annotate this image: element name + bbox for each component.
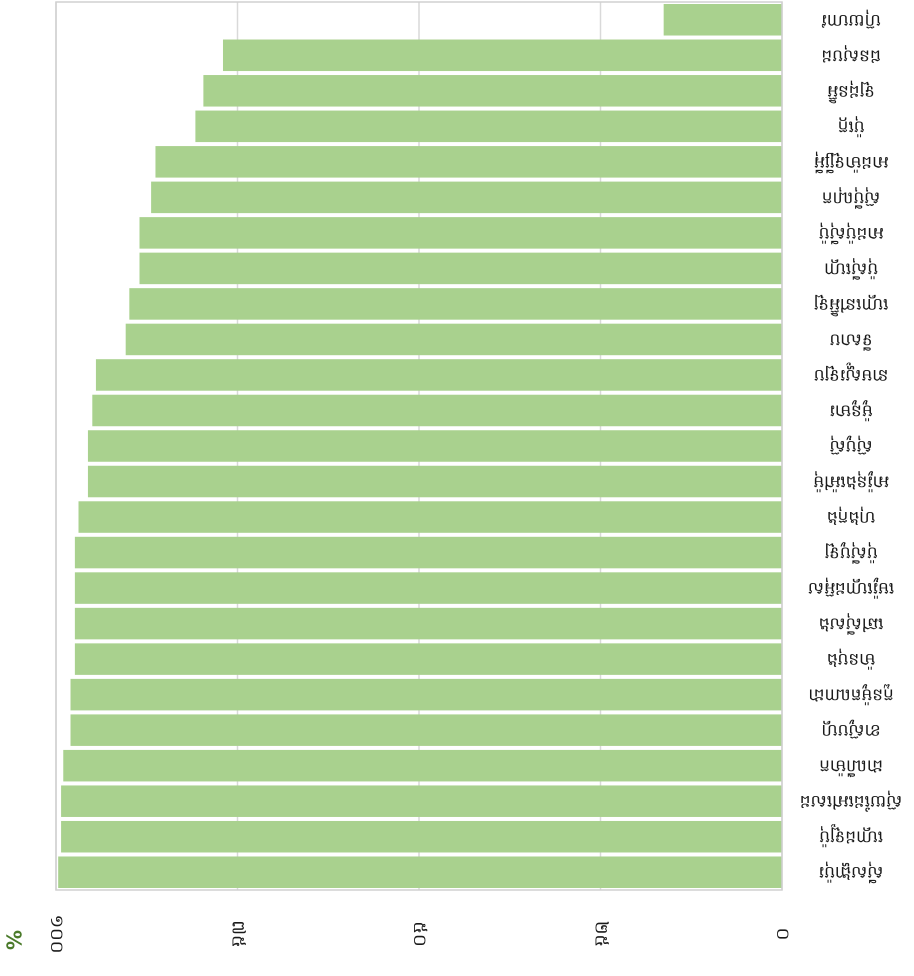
axis-unit-label: % — [2, 930, 26, 950]
category-label-15: ទីសាប — [829, 329, 872, 351]
bar-20 — [155, 146, 782, 178]
category-label-7: ឆៅស៊ីសង — [819, 613, 884, 636]
bar-11 — [87, 465, 783, 498]
category-label-16: ហ្គោនៅអ៊ិឡ — [814, 294, 889, 317]
bar-3 — [63, 749, 782, 782]
tick-label-3: ៧៥ — [228, 920, 249, 948]
category-label-17: ប៉ុស៊ីហ្គោ — [824, 257, 878, 280]
category-label-19: ស៊ុប៉ីណុក — [822, 186, 881, 209]
bar-10 — [78, 501, 783, 533]
bar-9 — [74, 536, 783, 569]
category-label-1: ហ្គោដឡូប៉ុ — [819, 824, 883, 848]
tick-label-0: ០ — [772, 928, 793, 941]
category-label-0: ស៊ីសង្ហាប៉ុរ — [819, 861, 884, 884]
bar-1 — [61, 820, 782, 853]
category-label-4: ខាស៊ូបហ្គ — [821, 719, 880, 740]
plot-frame — [55, 1, 783, 891]
category-label-23: ជនសុបដ — [821, 44, 880, 65]
bar-0 — [58, 856, 783, 888]
bar-21 — [195, 110, 783, 143]
category-label-10: ហុងកុង — [827, 506, 876, 527]
bar-12 — [87, 430, 783, 462]
tick-label-1: ២៥ — [591, 921, 612, 947]
bar-2 — [61, 785, 782, 817]
category-label-20: អាដម៉ាឡ្សីអ៉ី — [814, 151, 888, 174]
bars-group — [58, 4, 783, 888]
bar-24 — [663, 4, 782, 36]
bar-18 — [139, 217, 783, 249]
category-label-13: ម៉ូនូមារ — [829, 399, 872, 421]
category-label-22: ឡដុនអ៊ិ — [827, 80, 875, 104]
tick-label-4: ១០០ — [46, 914, 67, 953]
bar-23 — [222, 39, 783, 72]
bar-16 — [129, 288, 783, 320]
bar-15 — [125, 323, 783, 356]
bar-17 — [139, 252, 783, 285]
category-label-2: ស៊ុយដែអៅសេដ — [800, 790, 903, 812]
bar-8 — [74, 572, 783, 604]
bar-22 — [203, 75, 783, 107]
category-label-6: ម៉ានបុង — [827, 648, 876, 670]
bar-19 — [151, 181, 782, 214]
category-labels: ស៊ីសង្ហាប៉ុរ ហ្គោដឡូប៉ុ ស៊ុយដែអៅសេដ ដាណឺម៉ា… — [800, 9, 903, 884]
category-label-9: ប៉ុស៊ីបូឡ — [824, 542, 877, 565]
bar-6 — [74, 643, 783, 675]
bar-5 — [70, 678, 782, 711]
category-label-5: កួនម៉ូតណាដា — [808, 684, 894, 706]
bar-7 — [74, 607, 783, 640]
tick-labels: ០ ២៥ ៥០ ៧៥ ១០០ — [46, 914, 793, 953]
bar-4 — [70, 714, 782, 746]
category-label-14: នាមស្ហូរឡប — [814, 362, 889, 385]
bar-14 — [95, 359, 783, 391]
category-label-21: ប៉ុក្កេ — [838, 115, 865, 137]
category-label-24: ហ៊ុយហាវ — [821, 9, 880, 30]
category-label-8: មេរ៉ូហ្គោដអ៊ុស — [808, 577, 894, 599]
tick-label-2: ៥០ — [409, 921, 430, 947]
category-label-3: ដាណឺម៉ាក — [819, 756, 883, 778]
category-label-18: អាដប៉ុស៊ីប៉ុ — [819, 222, 884, 245]
category-label-12: ស៊ុបូស៊ុ — [829, 435, 872, 456]
bar-13 — [92, 394, 783, 427]
category-label-11: អារ៉ូនុងអ៉ៅម៉ុ — [813, 471, 889, 493]
